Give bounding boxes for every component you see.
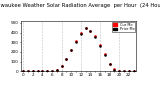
Legend: Cur Mo, Prior Mo: Cur Mo, Prior Mo bbox=[112, 22, 135, 32]
Text: Milwaukee Weather Solar Radiation Average  per Hour  (24 Hours): Milwaukee Weather Solar Radiation Averag… bbox=[0, 3, 160, 8]
